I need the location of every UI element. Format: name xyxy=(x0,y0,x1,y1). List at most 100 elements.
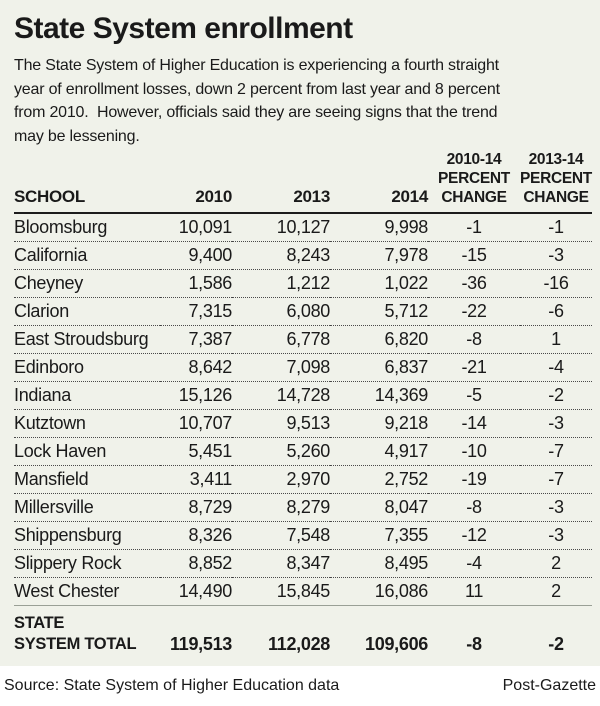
intro-line: year of enrollment losses, down 2 percen… xyxy=(14,80,500,98)
value-2010-cell: 10,707 xyxy=(160,409,232,438)
intro-line: The State System of Higher Education is … xyxy=(14,57,499,74)
school-cell: Edinboro xyxy=(14,353,160,382)
pct-2010-14-cell: -36 xyxy=(428,269,520,298)
page-title: State System enrollment xyxy=(14,12,353,45)
table-row: Lock Haven 5,451 5,260 4,917 -10 -7 xyxy=(14,437,592,466)
pct-2010-14-cell: 11 xyxy=(464,581,484,601)
table-row: Cheyney 1,586 1,212 1,022 -36 -16 xyxy=(14,269,592,298)
value-2014-cell: 9,998 xyxy=(330,213,428,242)
pct-2013-14-cell: -4 xyxy=(520,353,592,382)
value-2010-cell: 15,126 xyxy=(160,381,232,410)
pct-2010-14-cell: -4 xyxy=(428,549,520,578)
pct-2013-14-cell: -1 xyxy=(520,213,592,242)
value-2013-cell: 8,347 xyxy=(232,549,330,578)
pct-2013-14-cell: -3 xyxy=(520,521,592,550)
value-2014-cell: 4,917 xyxy=(330,437,428,466)
pct-2013-14-cell: -16 xyxy=(520,269,592,298)
value-2014-cell: 7,978 xyxy=(330,241,428,270)
pct-2010-14-cell: -5 xyxy=(428,381,520,410)
value-2013-cell: 7,548 xyxy=(232,521,330,550)
value-2013-cell: 8,243 xyxy=(232,241,330,270)
value-2013-cell: 8,279 xyxy=(232,493,330,522)
value-2013-cell: 9,513 xyxy=(232,409,330,438)
table-row: Shippensburg 8,326 7,548 7,355 -12 -3 xyxy=(14,521,592,550)
pct-2010-14-cell: -1 xyxy=(428,213,520,242)
table-row: Mansfield 3,411 2,970 2,752 -19 -7 xyxy=(14,465,592,494)
infographic-panel: State System enrollment The State System… xyxy=(0,0,600,666)
total-2014-cell: 109,606 xyxy=(330,605,428,655)
value-2013-cell: 5,260 xyxy=(232,437,330,466)
value-2010-cell: 1,586 xyxy=(160,269,232,298)
value-2013-cell: 10,127 xyxy=(232,213,330,242)
school-cell: Kutztown xyxy=(14,409,160,438)
value-2010-cell: 9,400 xyxy=(160,241,232,270)
enrollment-table: SCHOOL 2010 2013 2014 2010-14 PERCENT CH… xyxy=(14,150,592,655)
pct-2010-14-cell: -8 xyxy=(428,325,520,354)
value-2010-cell: 8,852 xyxy=(160,549,232,578)
pct-2013-14-cell: -6 xyxy=(520,297,592,326)
school-cell: California xyxy=(14,241,160,270)
pct-2013-14-cell: -3 xyxy=(520,241,592,270)
value-2013-cell: 6,778 xyxy=(232,325,330,354)
total-pct-2013-14-cell: -2 xyxy=(520,605,592,655)
value-2010-cell: 8,326 xyxy=(160,521,232,550)
source-text: Source: State System of Higher Education… xyxy=(4,677,340,694)
school-cell: Shippensburg xyxy=(14,521,160,550)
pct-2013-14-cell: 2 xyxy=(551,581,561,601)
value-2010-cell: 8,642 xyxy=(160,353,232,382)
school-cell: Millersville xyxy=(14,493,160,522)
value-2013-cell: 15,845 xyxy=(276,581,331,601)
pct-2013-14-cell: 2 xyxy=(520,549,592,578)
pct-2010-14-cell: -14 xyxy=(428,409,520,438)
school-cell: West Chester xyxy=(14,581,120,601)
header-pct-2010-14: 2010-14 PERCENT CHANGE xyxy=(428,150,520,214)
header-school: SCHOOL xyxy=(14,150,160,214)
pct-2010-14-cell: -21 xyxy=(428,353,520,382)
value-2010-cell: 8,729 xyxy=(160,493,232,522)
value-2013-cell: 2,970 xyxy=(232,465,330,494)
header-2014: 2014 xyxy=(330,150,428,214)
value-2010-cell: 14,490 xyxy=(178,581,233,601)
total-2010-cell: 119,513 xyxy=(160,605,232,655)
table-row: Kutztown 10,707 9,513 9,218 -14 -3 xyxy=(14,409,592,438)
pct-2013-14-cell: -7 xyxy=(520,465,592,494)
header-pct-2013-14: 2013-14 PERCENT CHANGE xyxy=(520,150,592,214)
table-row: Millersville 8,729 8,279 8,047 -8 -3 xyxy=(14,493,592,522)
pct-2010-14-cell: -8 xyxy=(428,493,520,522)
value-2014-cell: 6,820 xyxy=(330,325,428,354)
table-row: Bloomsburg 10,091 10,127 9,998 -1 -1 xyxy=(14,213,592,242)
value-2014-cell: 8,495 xyxy=(330,549,428,578)
credit-text: Post-Gazette xyxy=(502,677,596,694)
total-pct-2010-14-cell: -8 xyxy=(428,605,520,655)
pct-2013-14-cell: -7 xyxy=(520,437,592,466)
table-row: Edinboro 8,642 7,098 6,837 -21 -4 xyxy=(14,353,592,382)
intro-line: may be lessening. xyxy=(14,127,140,145)
pct-2010-14-cell: -10 xyxy=(428,437,520,466)
value-2013-cell: 7,098 xyxy=(232,353,330,382)
school-cell: East Stroudsburg xyxy=(14,325,160,354)
school-cell: Lock Haven xyxy=(14,437,160,466)
footer: Source: State System of Higher Education… xyxy=(0,666,600,706)
intro-paragraph: The State System of Higher Education is … xyxy=(14,54,600,148)
value-2010-cell: 10,091 xyxy=(160,213,232,242)
value-2013-cell: 1,212 xyxy=(232,269,330,298)
table-row: Indiana 15,126 14,728 14,369 -5 -2 xyxy=(14,381,592,410)
table-row: East Stroudsburg 7,387 6,778 6,820 -8 1 xyxy=(14,325,592,354)
table-header: SCHOOL 2010 2013 2014 2010-14 PERCENT CH… xyxy=(14,150,592,214)
header-2013: 2013 xyxy=(232,150,330,214)
value-2014-cell: 9,218 xyxy=(330,409,428,438)
school-cell: Cheyney xyxy=(14,269,160,298)
table-row: California 9,400 8,243 7,978 -15 -3 xyxy=(14,241,592,270)
school-cell: Mansfield xyxy=(14,465,160,494)
table-row: Slippery Rock 8,852 8,347 8,495 -4 2 xyxy=(14,549,592,578)
value-2010-cell: 3,411 xyxy=(160,465,232,494)
value-2010-cell: 7,387 xyxy=(160,325,232,354)
header-2010: 2010 xyxy=(160,150,232,214)
pct-2010-14-cell: -22 xyxy=(428,297,520,326)
pct-2010-14-cell: -19 xyxy=(428,465,520,494)
value-2014-cell: 14,369 xyxy=(330,381,428,410)
value-2013-cell: 6,080 xyxy=(232,297,330,326)
value-2014-cell: 5,712 xyxy=(330,297,428,326)
pct-2013-14-cell: -3 xyxy=(520,493,592,522)
school-cell: Indiana xyxy=(14,381,160,410)
